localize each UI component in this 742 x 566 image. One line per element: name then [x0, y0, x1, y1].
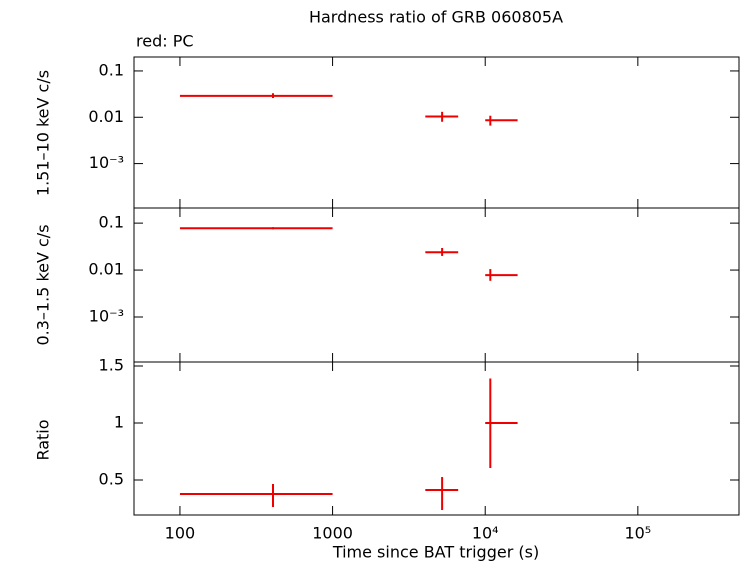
plot-frame — [133, 361, 740, 516]
y-tick-label: 0.1 — [99, 213, 124, 232]
y-tick-label: 10⁻³ — [89, 153, 124, 172]
y-tick-label: 0.01 — [88, 260, 124, 279]
y-axis-label: 1.51–10 keV c/s — [34, 70, 53, 196]
plot-frame — [133, 56, 740, 209]
x-axis-label: Time since BAT trigger (s) — [332, 543, 539, 562]
y-tick-label: 1 — [114, 412, 124, 431]
y-tick-label: 10⁻³ — [89, 307, 124, 326]
subtitle: red: PC — [136, 32, 194, 51]
y-axis-label: 0.3–1.5 keV c/s — [34, 224, 53, 345]
x-tick-label: 10⁵ — [624, 524, 651, 543]
y-tick-label: 1.5 — [99, 355, 124, 374]
y-tick-label: 0.01 — [88, 107, 124, 126]
x-tick-label: 100 — [165, 524, 196, 543]
y-axis-label: Ratio — [34, 419, 53, 460]
y-tick-label: 0.1 — [99, 60, 124, 79]
x-tick-label: 10⁴ — [472, 524, 499, 543]
y-tick-label: 0.5 — [99, 469, 124, 488]
plot-frame — [133, 207, 740, 363]
chart-title: Hardness ratio of GRB 060805A — [309, 8, 563, 27]
x-tick-label: 1000 — [312, 524, 353, 543]
